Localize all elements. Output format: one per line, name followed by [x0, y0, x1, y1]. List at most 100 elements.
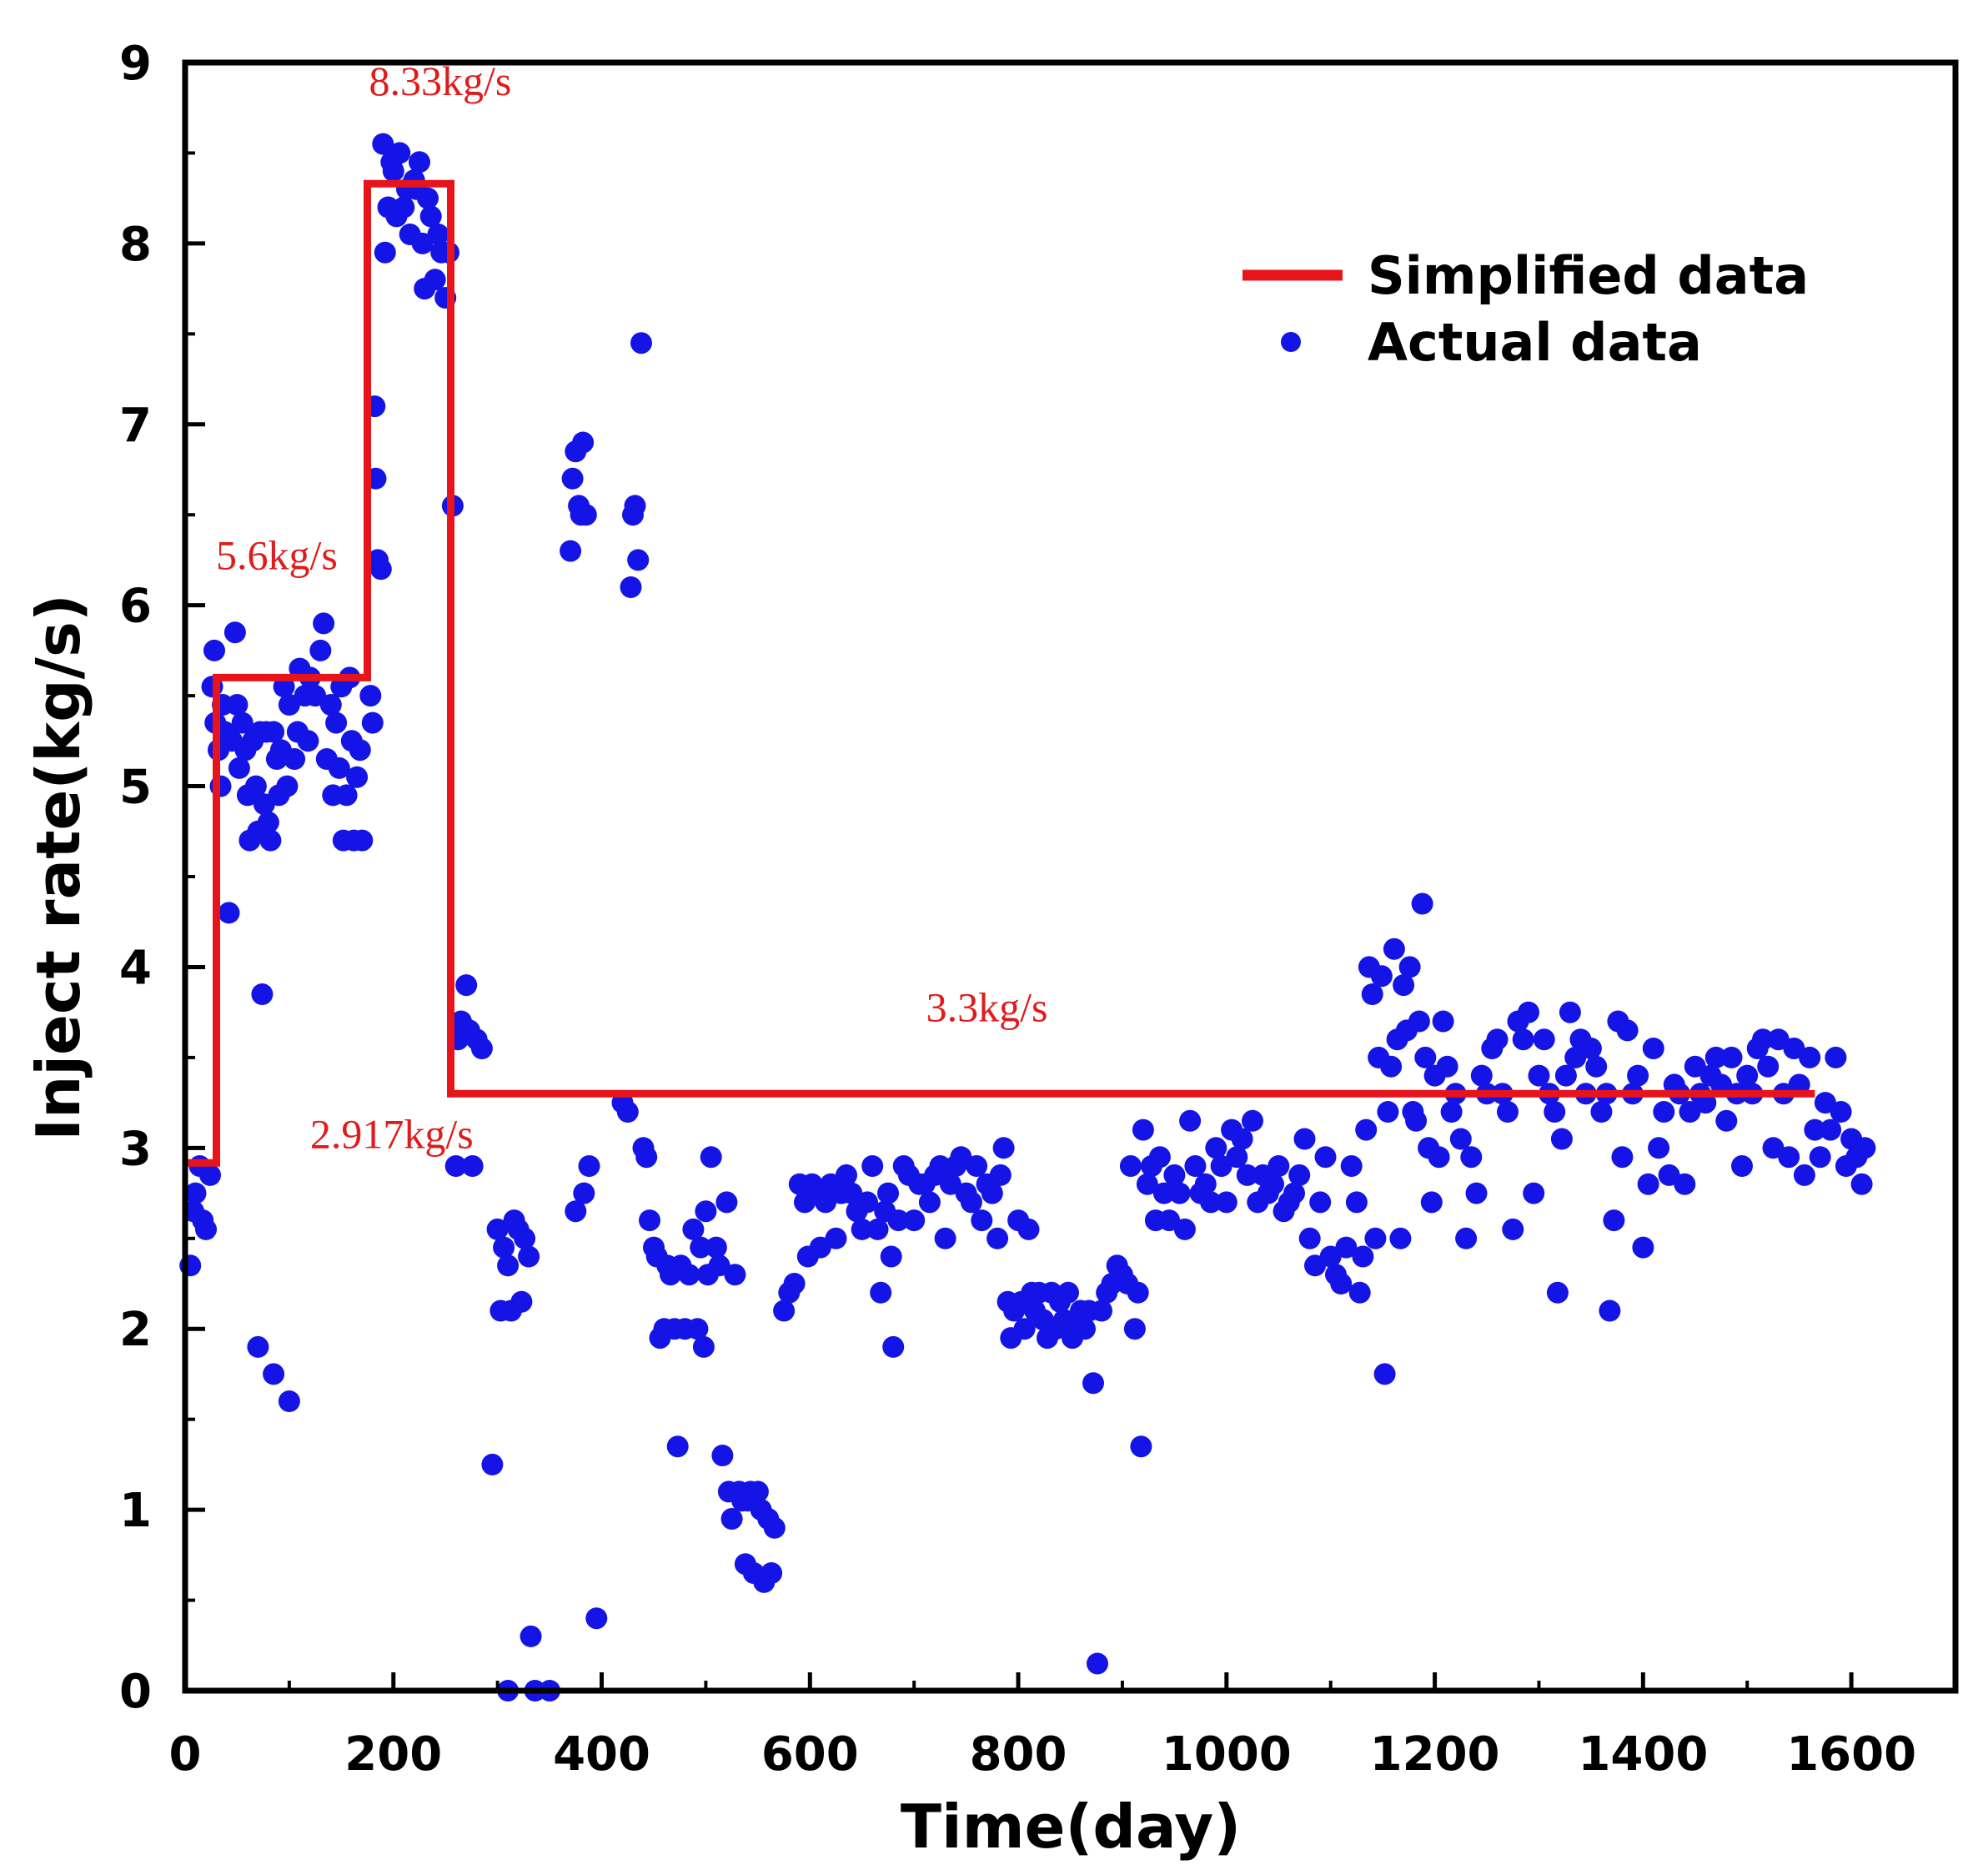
data-point — [1731, 1155, 1753, 1177]
data-point — [1851, 1174, 1873, 1195]
data-point — [389, 142, 410, 163]
data-point — [313, 612, 334, 634]
data-point — [1523, 1183, 1544, 1204]
data-point — [1487, 1028, 1509, 1050]
data-point — [1341, 1155, 1363, 1177]
data-point — [1377, 1101, 1398, 1123]
data-point — [493, 1237, 515, 1259]
data-point — [1810, 1146, 1831, 1168]
x-tick-label: 1200 — [1370, 1727, 1500, 1782]
data-point — [417, 188, 439, 209]
data-point — [409, 151, 430, 173]
data-point — [1232, 1129, 1253, 1150]
x-tick-label: 800 — [970, 1727, 1067, 1782]
data-point — [1799, 1047, 1820, 1068]
y-tick-label: 5 — [119, 761, 152, 815]
data-point — [903, 1209, 925, 1231]
data-point — [263, 1363, 284, 1385]
data-point — [1352, 1246, 1373, 1268]
data-point — [1216, 1191, 1237, 1213]
data-point — [1268, 1155, 1289, 1177]
data-point — [325, 712, 347, 734]
data-point — [1364, 1228, 1386, 1249]
data-point — [617, 1101, 639, 1123]
data-point — [1127, 1282, 1149, 1304]
data-point — [935, 1228, 956, 1249]
data-point — [1544, 1101, 1565, 1123]
data-point — [1632, 1237, 1654, 1259]
data-point — [1466, 1183, 1488, 1204]
data-point — [284, 748, 305, 770]
data-point — [514, 1228, 535, 1249]
data-point — [1450, 1129, 1472, 1150]
data-point — [1617, 1019, 1639, 1041]
data-point — [455, 974, 477, 996]
y-tick-label: 6 — [119, 580, 152, 634]
y-tick-label: 0 — [119, 1665, 152, 1719]
data-point — [877, 1183, 899, 1204]
data-point — [1389, 1228, 1411, 1249]
data-point — [1082, 1372, 1104, 1394]
data-point — [346, 767, 368, 788]
data-point — [279, 1390, 300, 1412]
data-point — [1638, 1174, 1659, 1195]
data-point — [635, 1146, 657, 1168]
data-point — [374, 242, 396, 264]
x-axis-title: Time(day) — [901, 1792, 1241, 1862]
data-point — [1428, 1146, 1450, 1168]
data-point — [1087, 1653, 1108, 1675]
legend-simplified-label: Simplified data — [1368, 245, 1809, 306]
data-point — [1242, 1110, 1263, 1132]
data-point — [1018, 1219, 1040, 1240]
data-point — [993, 1137, 1015, 1159]
x-tick-label: 400 — [553, 1727, 650, 1782]
data-point — [1315, 1146, 1337, 1168]
data-point — [1132, 1119, 1154, 1141]
data-point — [620, 576, 642, 598]
data-point — [1299, 1228, 1321, 1249]
data-point — [573, 1183, 595, 1204]
data-point — [693, 1336, 715, 1358]
y-tick-label: 7 — [119, 399, 152, 453]
data-point — [520, 1626, 542, 1647]
data-point — [1643, 1038, 1664, 1059]
data-point — [1184, 1155, 1206, 1177]
data-point — [199, 1164, 221, 1186]
y-tick-label: 1 — [119, 1484, 152, 1538]
data-point — [1497, 1101, 1519, 1123]
annotation-label: 5.6kg/s — [216, 531, 338, 578]
y-tick-label: 2 — [119, 1303, 152, 1357]
data-point — [1653, 1101, 1674, 1123]
data-point — [1721, 1047, 1743, 1068]
data-point — [297, 730, 319, 752]
data-point — [1585, 1056, 1607, 1078]
data-point — [259, 830, 281, 852]
data-point — [1174, 1219, 1196, 1240]
data-point — [518, 1246, 540, 1268]
data-point — [1825, 1047, 1846, 1068]
data-point — [579, 1155, 600, 1177]
data-point — [971, 1209, 992, 1231]
data-point — [1120, 1155, 1142, 1177]
data-point — [349, 739, 371, 761]
data-point — [990, 1164, 1012, 1186]
data-point — [705, 1237, 727, 1259]
x-tick-label: 1000 — [1162, 1727, 1292, 1782]
data-point — [695, 1200, 716, 1222]
data-point — [203, 640, 225, 661]
data-point — [1288, 1164, 1310, 1186]
data-point — [1854, 1137, 1875, 1159]
data-point — [1715, 1110, 1737, 1132]
data-point — [497, 1254, 519, 1276]
data-point — [1399, 956, 1421, 978]
data-point — [195, 1219, 217, 1240]
data-point — [1460, 1146, 1482, 1168]
data-point — [881, 1246, 902, 1268]
data-point — [370, 558, 392, 580]
data-point — [721, 1508, 743, 1530]
data-point — [1778, 1146, 1800, 1168]
legend-actual-swatch — [1281, 332, 1301, 352]
data-point — [625, 495, 646, 516]
data-point — [1518, 1002, 1539, 1023]
data-point — [572, 432, 594, 454]
